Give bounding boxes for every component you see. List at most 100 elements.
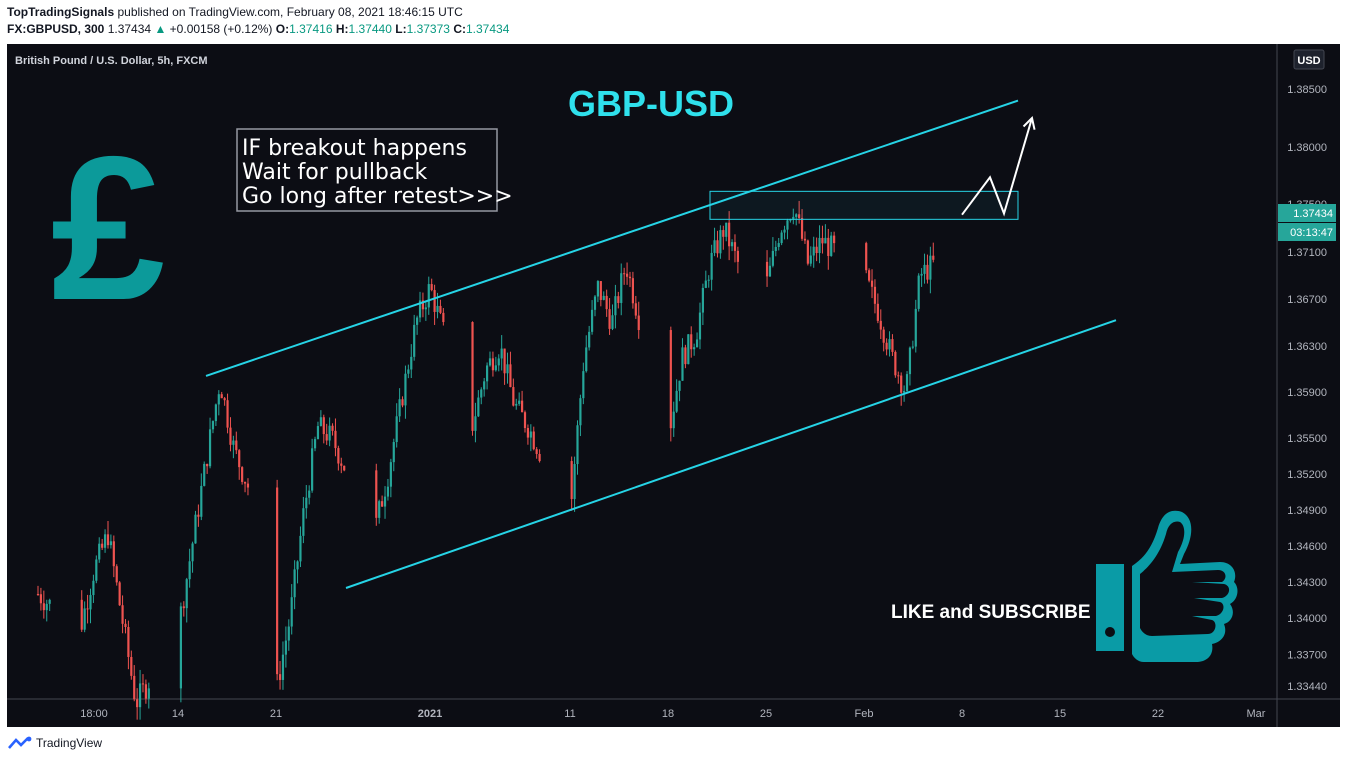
candle-body	[179, 606, 182, 689]
candle-body	[83, 608, 86, 630]
time-tick-label: 15	[1054, 708, 1066, 720]
candle-body	[200, 485, 203, 517]
candle-body	[287, 626, 290, 641]
candle-body	[208, 429, 212, 467]
last-price-tag	[1278, 204, 1336, 222]
last-price: 1.37434	[107, 22, 152, 36]
candle-body	[827, 237, 830, 256]
candle-body	[278, 674, 282, 680]
candle-body	[789, 219, 792, 221]
low-label: L:	[395, 22, 407, 36]
last-price-tag-label: 1.37434	[1293, 208, 1333, 220]
footer-brand[interactable]: TradingView	[36, 736, 103, 750]
candle-body	[147, 688, 150, 699]
candle-body	[876, 303, 879, 321]
candle-body	[625, 273, 629, 277]
candle-body	[232, 440, 235, 445]
time-axis[interactable]: 18:00 14 21 2021 11 18 25 Feb 8 15 22 Mar	[80, 708, 1266, 720]
candle-body	[340, 463, 343, 466]
thumbs-up-icon	[1096, 510, 1238, 662]
candle-body	[436, 305, 439, 312]
candle-body	[389, 462, 392, 487]
candle-body	[509, 364, 512, 388]
candle-body	[716, 240, 719, 254]
candle-body	[693, 347, 696, 350]
candle-body	[882, 329, 885, 343]
candle-body	[900, 375, 903, 393]
candle-body	[302, 508, 305, 536]
time-tick-label: 14	[172, 708, 184, 720]
candle-body	[701, 287, 704, 313]
price-tick-label: 1.33700	[1287, 649, 1327, 661]
candle-body	[795, 214, 798, 217]
candle-body	[206, 463, 209, 467]
candle-body	[92, 580, 95, 596]
candle-body	[112, 541, 115, 567]
up-arrow-icon: ▲	[154, 22, 167, 36]
candle-body	[608, 309, 611, 329]
candle-body	[95, 559, 98, 581]
candle-body	[308, 490, 311, 498]
resistance-zone[interactable]	[709, 190, 1019, 220]
price-tick-label: 1.36300	[1287, 341, 1327, 353]
candle-body	[404, 373, 407, 406]
price-tick-label: 1.37100	[1287, 247, 1327, 259]
chart-big-title: GBP-USD	[568, 83, 734, 124]
candle-body	[786, 220, 789, 230]
footer: TradingView	[8, 736, 102, 750]
candle-body	[897, 375, 900, 377]
candle-body	[322, 417, 325, 435]
candle-body	[103, 534, 107, 548]
candle-body	[480, 389, 483, 398]
candle-body	[378, 501, 381, 518]
candle-body	[523, 412, 527, 429]
price-tick-label: 1.35200	[1287, 469, 1327, 481]
tradingview-logo-icon[interactable]	[8, 736, 32, 750]
channel-upper-line[interactable]	[205, 99, 1019, 377]
note-line-3: Go long after retest>>>	[242, 184, 513, 209]
candle-body	[430, 284, 433, 291]
price-tick-label: 1.35500	[1287, 433, 1327, 445]
projection-path[interactable]	[961, 117, 1033, 217]
candle-body	[36, 594, 40, 595]
candle-body	[535, 449, 538, 454]
candle-body	[768, 265, 772, 277]
candle-body	[197, 514, 200, 517]
candle-body	[593, 296, 597, 310]
candle-body	[500, 348, 503, 359]
candle-body	[911, 346, 914, 348]
candle-body	[725, 222, 728, 237]
candle-body	[865, 243, 868, 271]
pane-title: British Pound / U.S. Dollar, 5h, FXCM	[15, 55, 208, 67]
candle-body	[602, 295, 605, 300]
candle-body	[573, 464, 576, 500]
candle-body	[917, 275, 920, 309]
author-name[interactable]: TopTradingSignals	[7, 5, 115, 19]
candle-body	[582, 371, 585, 399]
candle-body	[675, 390, 678, 412]
candle-body	[894, 351, 897, 376]
candle-body	[235, 440, 238, 451]
candle-body	[690, 334, 693, 350]
channel-lower-line[interactable]	[345, 319, 1117, 589]
candle-body	[809, 255, 812, 264]
time-tick-label: 21	[270, 708, 282, 720]
low-value: 1.37373	[406, 22, 450, 36]
candle-body	[39, 594, 43, 604]
candle-body	[824, 237, 827, 244]
candle-body	[276, 487, 279, 675]
close-label: C:	[453, 22, 466, 36]
currency-badge[interactable]	[1293, 49, 1325, 70]
published-text: published on TradingView.com, February 0…	[117, 5, 463, 19]
price-tick-label: 1.36700	[1287, 294, 1327, 306]
candle-body	[337, 448, 340, 464]
candle-body	[188, 561, 191, 580]
candle-body	[133, 675, 136, 700]
price-axis[interactable]: 1.33440 1.33700 1.34000 1.34300 1.34600 1.349…	[1287, 84, 1327, 693]
time-tick-label: 18	[662, 708, 674, 720]
candle-body	[398, 399, 401, 417]
candle-body	[765, 261, 769, 277]
candle-body	[777, 243, 780, 247]
candle-body	[331, 425, 334, 431]
